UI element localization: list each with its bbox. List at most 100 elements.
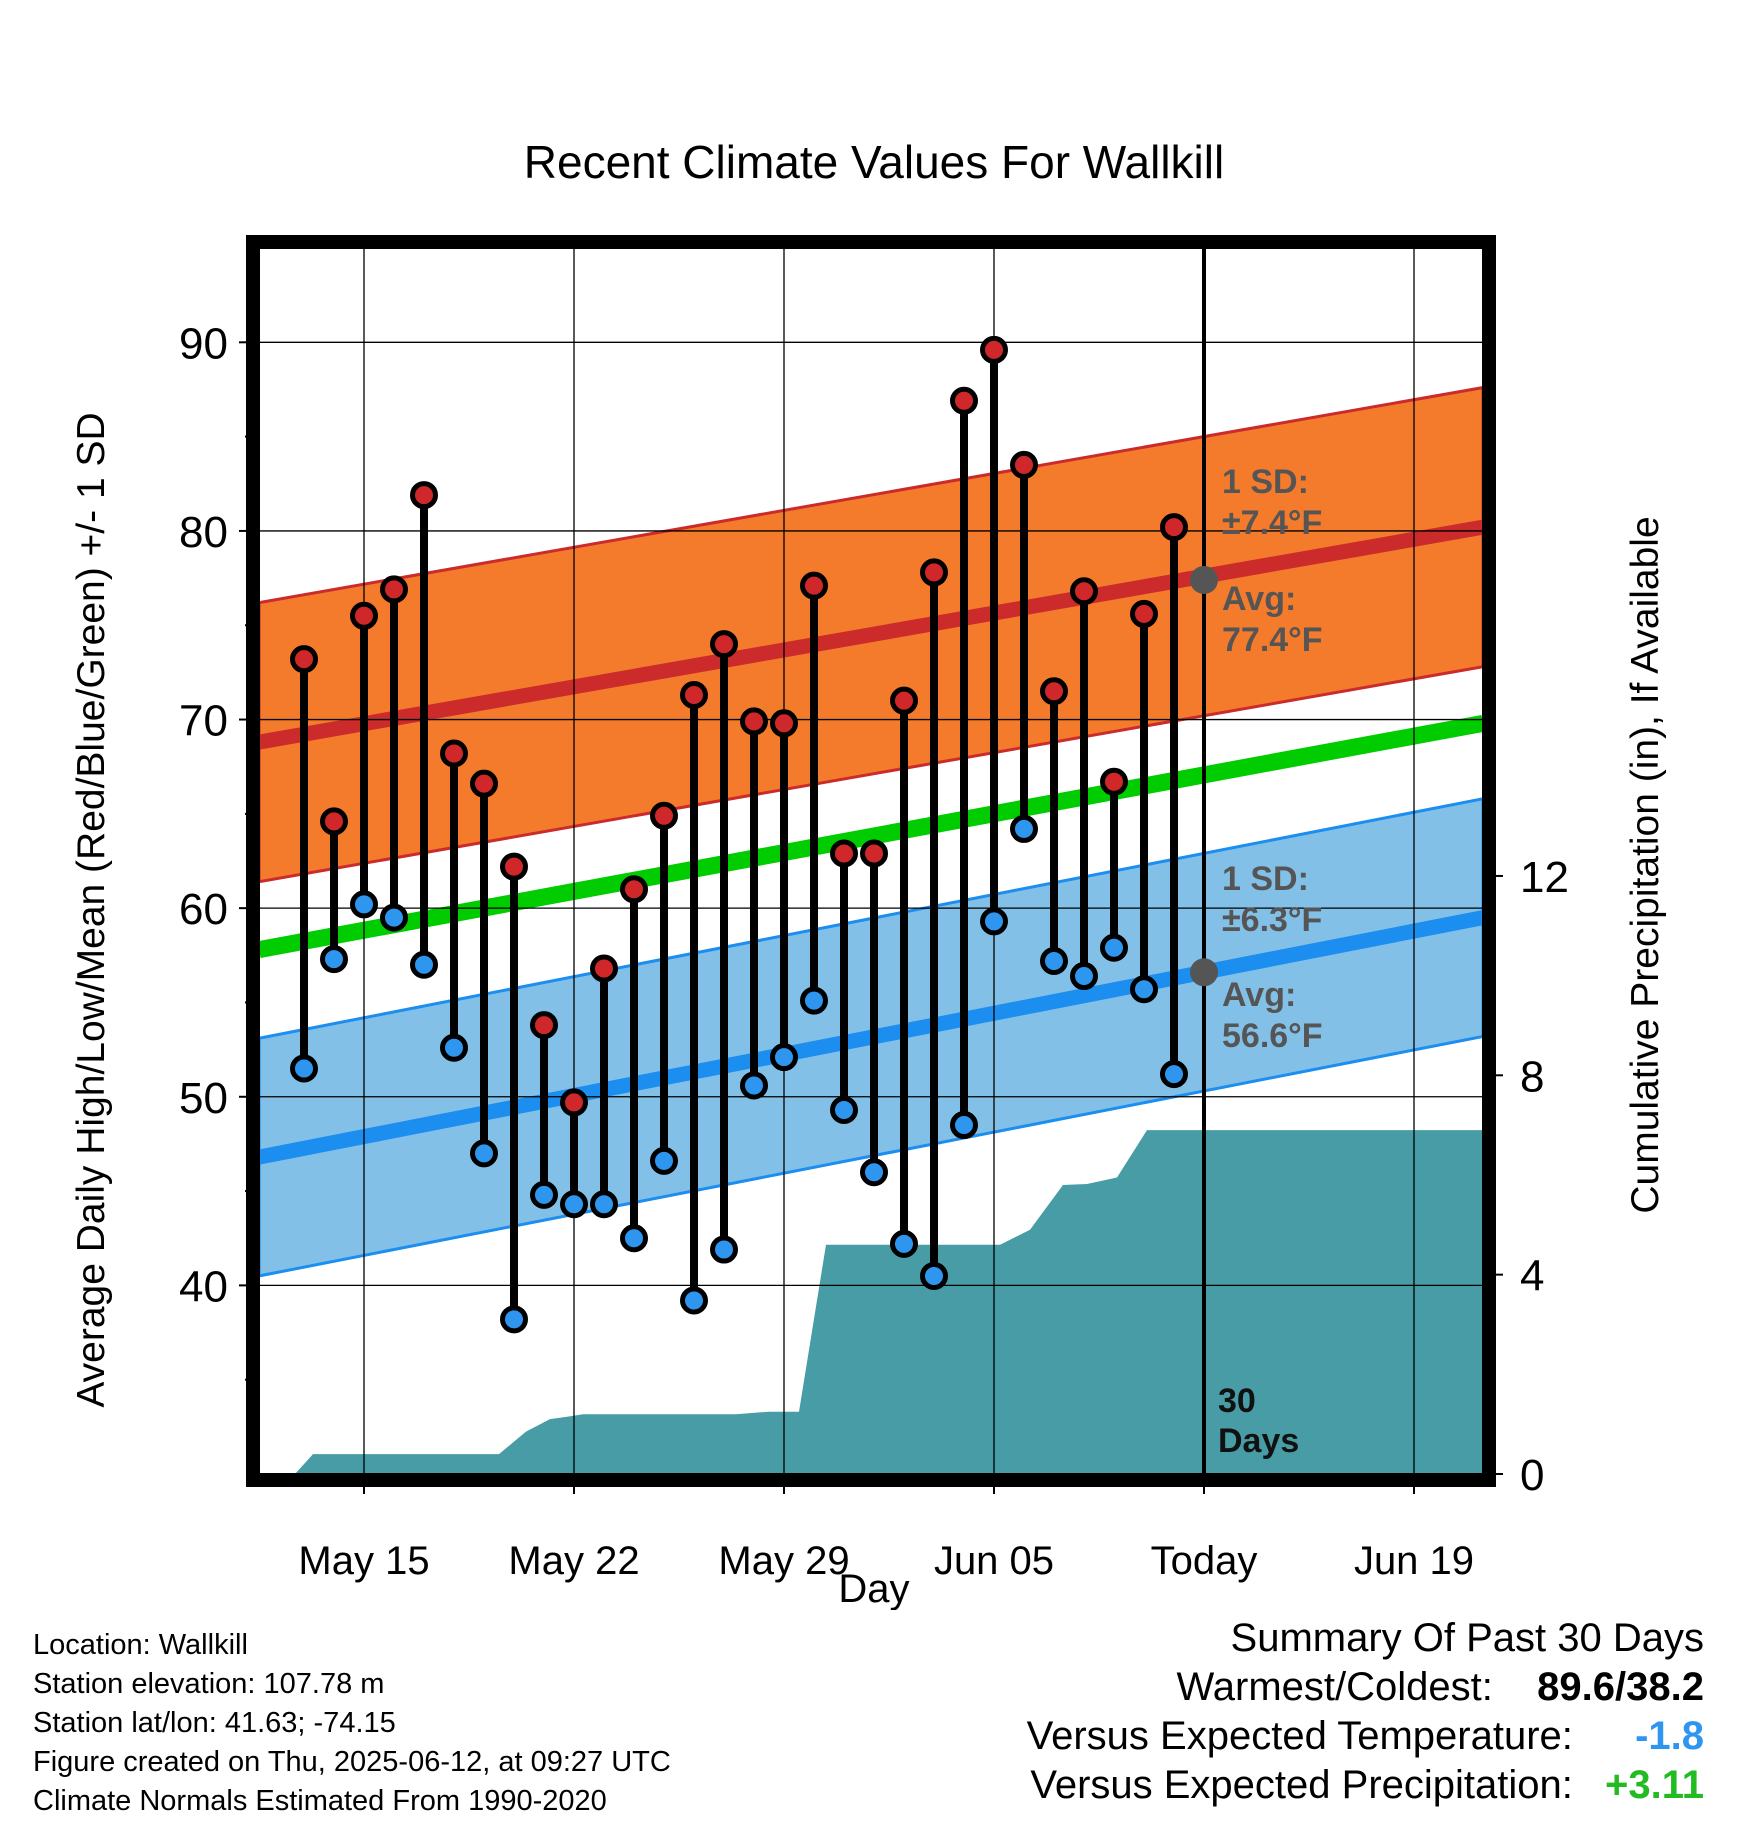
high-point — [500, 852, 528, 881]
precip-area — [295, 1130, 1483, 1474]
x-axis-label: Day — [838, 1567, 909, 1610]
summary-panel: Summary Of Past 30 Days Warmest/Coldest:… — [1027, 1614, 1704, 1810]
high-point — [440, 739, 468, 768]
x-tick-label: Today — [1151, 1539, 1258, 1583]
high-point — [830, 839, 858, 868]
y-tick-label-left: 90 — [179, 319, 228, 368]
low-point — [1070, 962, 1098, 991]
high-avg-marker — [1190, 565, 1218, 594]
precip-anomaly-value: +3.11 — [1604, 1763, 1704, 1807]
y-tick-label-left: 50 — [179, 1074, 228, 1123]
summary-precip: Versus Expected Precipitation: +3.11 — [1027, 1761, 1704, 1810]
temp-anomaly-label: Versus Expected Temperature: — [1026, 1714, 1573, 1758]
low-point — [620, 1224, 648, 1253]
high-point — [740, 707, 768, 736]
high-point — [890, 686, 918, 715]
x-tick-label: May 22 — [508, 1539, 639, 1583]
x-tick-label: Jun 19 — [1354, 1539, 1474, 1583]
low-point — [830, 1095, 858, 1124]
high-sd-label: 1 SD: — [1222, 463, 1309, 501]
high-point — [680, 681, 708, 710]
high-point — [800, 571, 828, 600]
high-avg-value: 77.4°F — [1222, 621, 1323, 659]
high-avg-label: Avg: — [1222, 580, 1296, 618]
low-point — [1160, 1060, 1188, 1089]
high-point — [860, 839, 888, 868]
high-point — [770, 709, 798, 738]
x-tick-label: May 29 — [718, 1539, 849, 1583]
warmest-coldest-value: 89.6/38.2 — [1537, 1665, 1704, 1709]
created-text: Figure created on Thu, 2025-06-12, at 09… — [33, 1746, 671, 1778]
high-point — [530, 1011, 558, 1040]
low-avg-value: 56.6°F — [1222, 1017, 1323, 1055]
high-point — [620, 875, 648, 904]
x-tick-label: Jun 05 — [934, 1539, 1054, 1583]
y-tick-label-right: 8 — [1520, 1052, 1544, 1101]
y-tick-label-left: 80 — [179, 508, 228, 557]
normal-mean-line — [259, 714, 1483, 959]
chart-title: Recent Climate Values For Wallkill — [524, 136, 1224, 188]
elevation-text: Station elevation: 107.78 m — [33, 1668, 385, 1700]
low-point — [740, 1071, 768, 1100]
high-point — [290, 645, 318, 674]
today-label-count: 30 — [1218, 1382, 1256, 1420]
high-point — [590, 954, 618, 983]
low-point — [770, 1043, 798, 1072]
summary-temp: Versus Expected Temperature: -1.8 — [1027, 1712, 1704, 1761]
low-point — [650, 1146, 678, 1175]
low-point — [380, 903, 408, 932]
low-point — [590, 1190, 618, 1219]
low-point — [410, 950, 438, 979]
low-sd-label: 1 SD: — [1222, 860, 1309, 898]
low-point — [860, 1158, 888, 1187]
low-point — [320, 945, 348, 974]
high-point — [1040, 677, 1068, 706]
temp-anomaly-value: -1.8 — [1635, 1714, 1704, 1758]
low-point — [710, 1235, 738, 1264]
y-tick-label-left: 40 — [179, 1262, 228, 1311]
low-point — [560, 1190, 588, 1219]
high-point — [950, 386, 978, 415]
low-point — [800, 986, 828, 1015]
high-point — [380, 575, 408, 604]
latlon-text: Station lat/lon: 41.63; -74.15 — [33, 1707, 396, 1739]
station-info: Location: Wallkill Station elevation: 10… — [33, 1626, 671, 1821]
high-point — [350, 601, 378, 630]
low-point — [530, 1180, 558, 1209]
high-point — [560, 1088, 588, 1117]
summary-heading: Summary Of Past 30 Days — [1230, 1616, 1704, 1660]
high-point — [410, 481, 438, 510]
high-point — [1010, 450, 1038, 479]
low-point — [1010, 814, 1038, 843]
low-point — [1100, 933, 1128, 962]
warmest-coldest-label: Warmest/Coldest: — [1176, 1665, 1493, 1709]
y-tick-label-left: 60 — [179, 885, 228, 934]
low-point — [290, 1054, 318, 1083]
y-tick-label-left: 70 — [179, 697, 228, 746]
summary-warmest-coldest: Warmest/Coldest: 89.6/38.2 — [1027, 1663, 1705, 1712]
low-point — [920, 1261, 948, 1290]
today-label-days: Days — [1218, 1422, 1299, 1460]
high-point — [980, 335, 1008, 364]
plot-frame — [246, 235, 1496, 1487]
low-point — [680, 1286, 708, 1315]
x-tick-label: May 15 — [298, 1539, 429, 1583]
low-point — [440, 1033, 468, 1062]
low-point — [1130, 975, 1158, 1004]
low-point — [980, 907, 1008, 936]
climate-chart: Recent Climate Values For Wallkill 1 SD:… — [70, 136, 1667, 1610]
low-avg-label: Avg: — [1222, 976, 1296, 1014]
low-sd-value: ±6.3°F — [1222, 901, 1322, 939]
high-point — [1100, 767, 1128, 796]
high-point — [470, 769, 498, 798]
high-point — [1160, 513, 1188, 542]
y-tick-label-right: 0 — [1520, 1451, 1544, 1500]
y-tick-label-right: 4 — [1520, 1252, 1544, 1301]
low-point — [350, 890, 378, 919]
high-point — [710, 630, 738, 659]
low-point — [470, 1139, 498, 1168]
y-axis-label-left: Average Daily High/Low/Mean (Red/Blue/Gr… — [70, 412, 113, 1407]
high-point — [650, 801, 678, 830]
high-point — [920, 558, 948, 587]
